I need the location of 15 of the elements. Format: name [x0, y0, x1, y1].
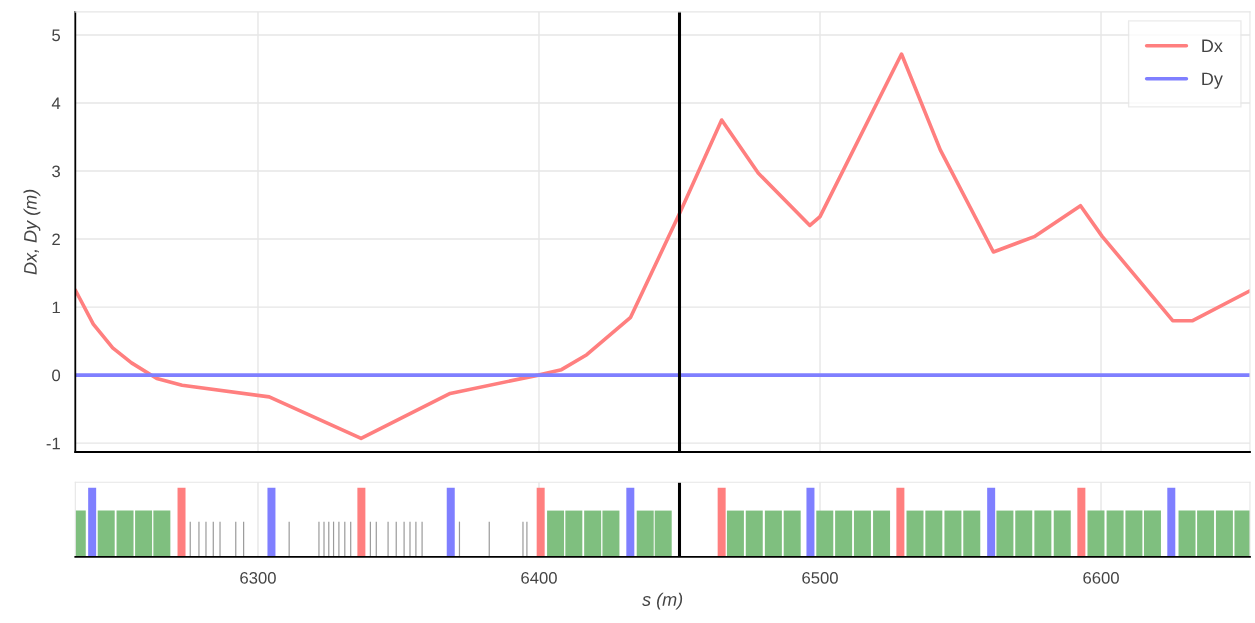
y-axis-title: Dx, Dy (m): [23, 189, 41, 275]
x-axis-title: s (m): [642, 592, 683, 610]
x-tick-label: 6300: [240, 571, 276, 584]
y-tick-label: 0: [52, 369, 61, 382]
legend-label: Dy: [1202, 72, 1223, 89]
x-tick-label: 6400: [521, 571, 557, 584]
y-tick-label: 1: [52, 301, 60, 314]
y-tick-label: 2: [52, 233, 60, 246]
y-tick-label: -1: [46, 437, 60, 450]
x-tick-label: 6600: [1083, 571, 1119, 584]
y-tick-label: 4: [51, 97, 61, 110]
y-tick-label: 5: [52, 29, 61, 42]
y-tick-label: 3: [52, 165, 60, 178]
legend-label: Dx: [1202, 39, 1223, 52]
x-tick-label: 6500: [802, 571, 838, 584]
